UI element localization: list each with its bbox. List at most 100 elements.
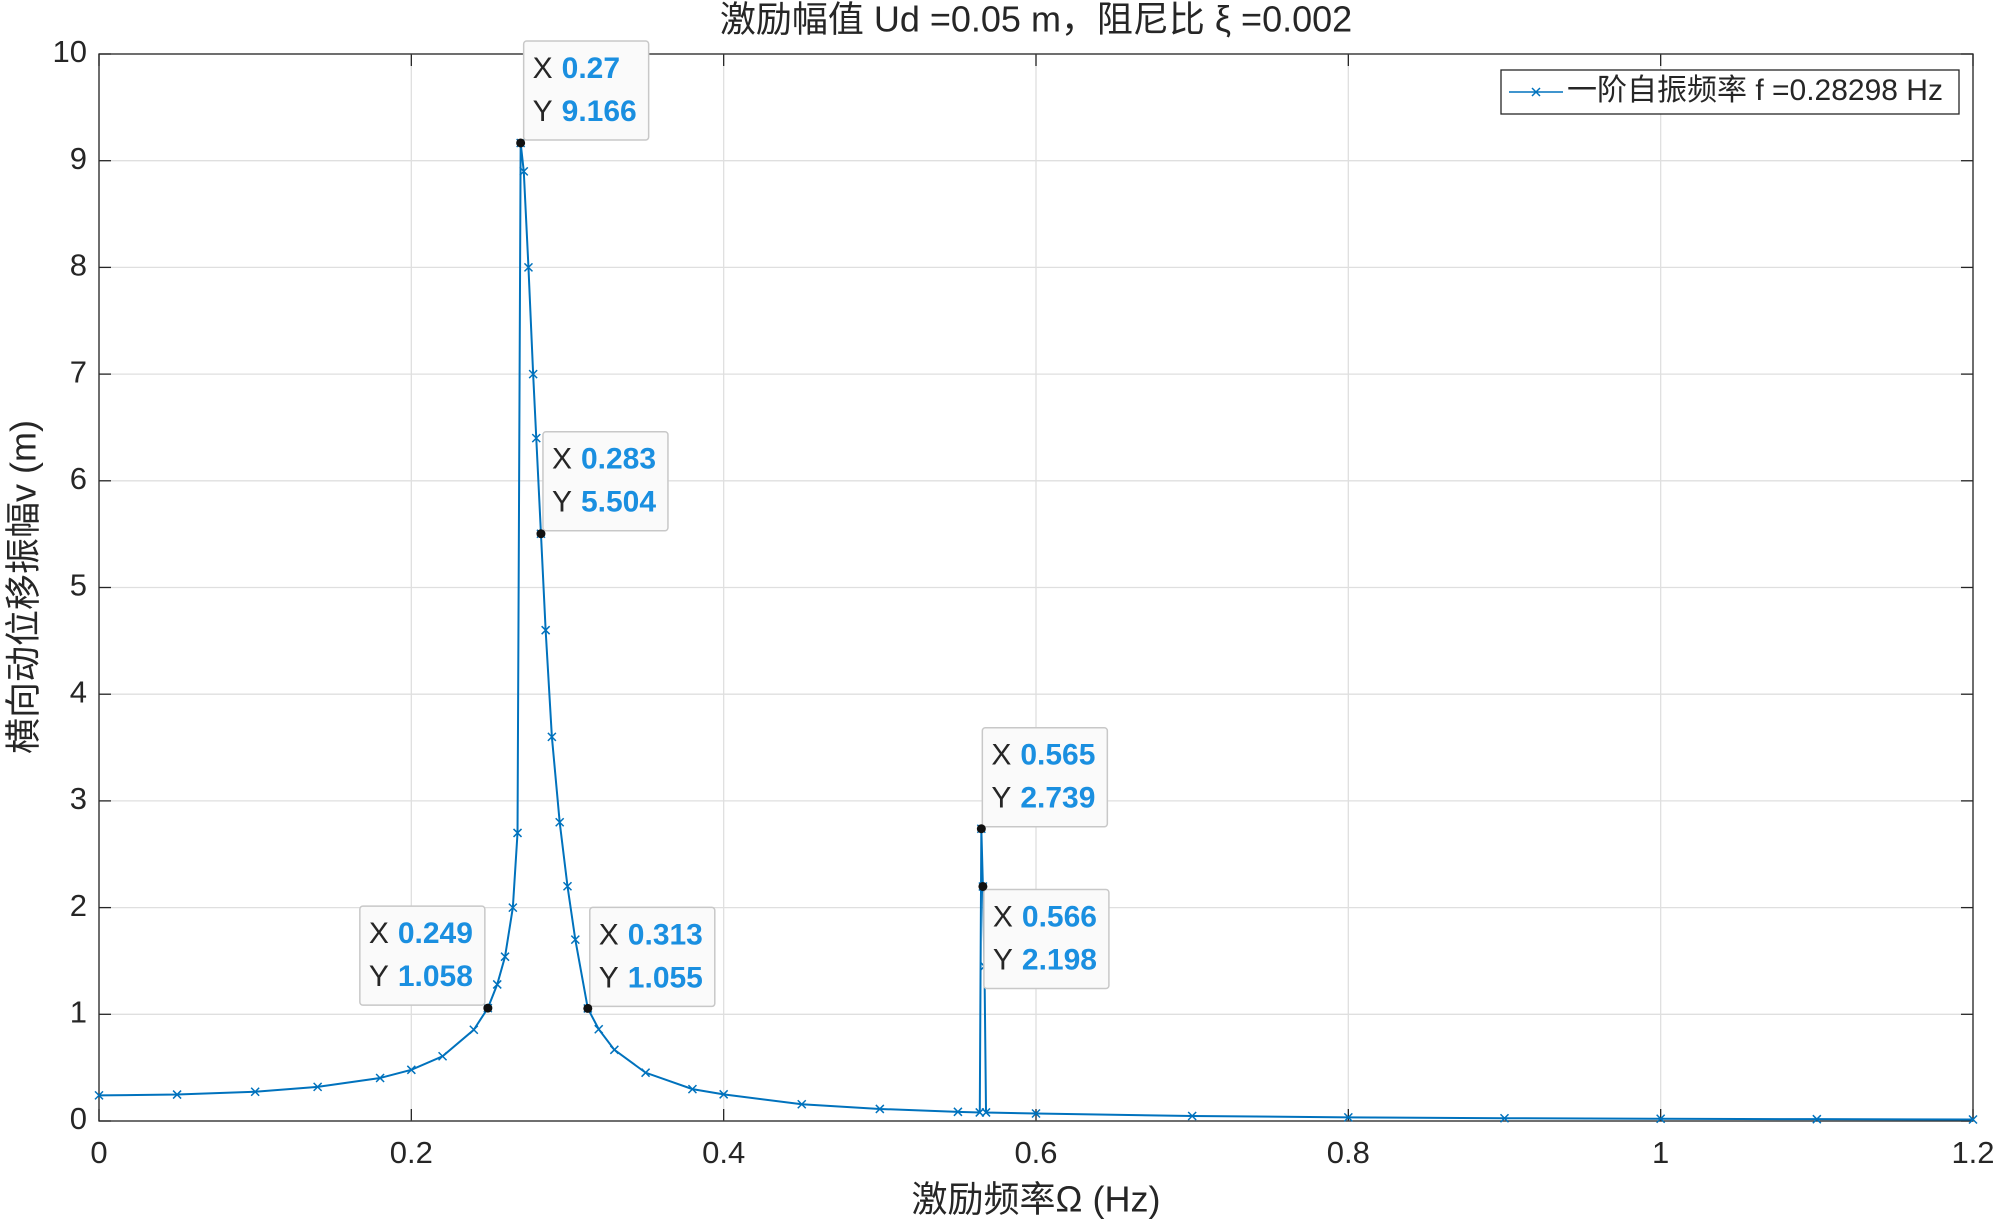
datatip-x-value: 0.283 [581, 443, 656, 476]
datatip-x-value: 0.566 [1022, 900, 1097, 933]
point-marker [797, 1099, 807, 1109]
datatip: X 0.283 Y 5.504 [542, 430, 669, 532]
point-marker [512, 828, 523, 838]
datatip-y-label: Y [552, 486, 572, 519]
point-marker [500, 952, 510, 962]
point-marker [1656, 1114, 1666, 1124]
datatip-point [978, 881, 988, 891]
point-marker [570, 935, 580, 945]
x-tick-label: 0.2 [390, 1135, 433, 1170]
datatip-box [981, 726, 1109, 828]
datatip: X 0.565 Y 2.739 [981, 726, 1109, 828]
point-marker [1031, 1108, 1041, 1119]
point-marker [94, 1090, 104, 1100]
datatip-box [522, 40, 650, 141]
datatip: X 0.27 Y 9.166 [522, 40, 650, 141]
datatip: X 0.566 Y 2.198 [983, 888, 1110, 990]
y-tick-label: 4 [70, 674, 87, 709]
datatip-x-label: X [369, 917, 389, 950]
datatip-y-label: Y [369, 960, 389, 993]
x-tick-label: 0.6 [1014, 1135, 1057, 1170]
datatip-box [542, 430, 669, 532]
point-marker [313, 1082, 323, 1092]
point-marker [609, 1045, 619, 1055]
datatip-x-value: 0.249 [398, 917, 473, 950]
x-tick-label: 0 [90, 1135, 107, 1170]
point-marker [1343, 1112, 1353, 1122]
point-marker [1499, 1113, 1510, 1123]
point-marker [555, 817, 565, 827]
point-marker [406, 1065, 416, 1075]
datatip-point [483, 1003, 493, 1013]
y-tick-label: 7 [70, 354, 87, 389]
point-marker [250, 1087, 260, 1097]
datatip-x-label: X [552, 443, 572, 476]
y-tick-label: 0 [70, 1101, 87, 1136]
datatip-x-label: X [599, 918, 619, 951]
legend-label: 一阶自振频率 f =0.28298 Hz [1567, 74, 1943, 107]
y-tick-label: 8 [70, 248, 87, 283]
datatip-x-label: X [533, 52, 553, 85]
y-tick-label: 3 [70, 781, 87, 816]
point-marker [953, 1107, 963, 1117]
datatip: X 0.313 Y 1.055 [589, 906, 716, 1008]
datatip-box [359, 905, 486, 1006]
datatip-y-label: Y [533, 95, 553, 128]
legend-marker [1531, 87, 1541, 97]
point-marker [641, 1068, 651, 1078]
datatip-point [536, 529, 546, 539]
datatip-y-value: 2.739 [1020, 782, 1095, 815]
point-marker [541, 625, 551, 635]
point-marker [875, 1104, 885, 1114]
point-marker [687, 1084, 697, 1094]
x-axis-label: 激励频率Ω (Hz) [912, 1179, 1161, 1220]
point-marker [523, 262, 533, 272]
y-axis-label: 横向动位移振幅v (m) [3, 420, 44, 754]
point-marker [492, 979, 502, 989]
datatip-y-label: Y [993, 943, 1013, 976]
datatip-x-label: X [993, 900, 1013, 933]
datatip-y-value: 1.058 [398, 960, 473, 993]
point-marker [519, 166, 529, 176]
datatip-box [983, 888, 1110, 990]
point-marker [469, 1025, 479, 1035]
y-tick-label: 10 [53, 34, 87, 69]
datatip-point [976, 824, 986, 834]
point-marker [981, 1107, 991, 1117]
point-marker [528, 369, 538, 379]
point-marker [508, 903, 518, 913]
point-marker [1812, 1114, 1822, 1124]
point-marker [594, 1024, 604, 1034]
datatip-y-value: 9.166 [562, 95, 637, 128]
datatip: X 0.249 Y 1.058 [359, 905, 486, 1006]
datatip-y-value: 5.504 [581, 486, 656, 519]
point-marker [1187, 1111, 1197, 1121]
x-tick-label: 0.4 [702, 1135, 745, 1170]
chart-title: 激励幅值 Ud =0.05 m，阻尼比 ξ =0.002 [720, 0, 1352, 40]
datatip-box [589, 906, 716, 1008]
y-tick-label: 1 [70, 994, 87, 1029]
y-tick-label: 6 [70, 461, 87, 496]
datatip-x-value: 0.565 [1020, 739, 1095, 772]
datatip-x-label: X [991, 739, 1011, 772]
datatip-point [583, 1003, 593, 1013]
x-tick-label: 0.8 [1327, 1135, 1370, 1170]
x-tick-label: 1 [1652, 1135, 1669, 1170]
datatip-y-label: Y [991, 782, 1011, 815]
point-marker [719, 1089, 729, 1099]
y-tick-label: 9 [70, 141, 87, 176]
datatip-x-value: 0.313 [628, 918, 703, 951]
datatip-y-value: 1.055 [628, 961, 703, 994]
legend-box [1500, 69, 1960, 115]
point-marker [375, 1073, 385, 1083]
point-marker [1968, 1114, 1978, 1125]
point-marker [547, 732, 557, 742]
datatip-point [516, 138, 526, 148]
x-tick-label: 1.2 [1951, 1135, 1994, 1170]
point-marker [172, 1090, 182, 1100]
point-marker [438, 1051, 448, 1061]
y-tick-label: 5 [70, 568, 87, 603]
plot-frame [98, 53, 1974, 1122]
